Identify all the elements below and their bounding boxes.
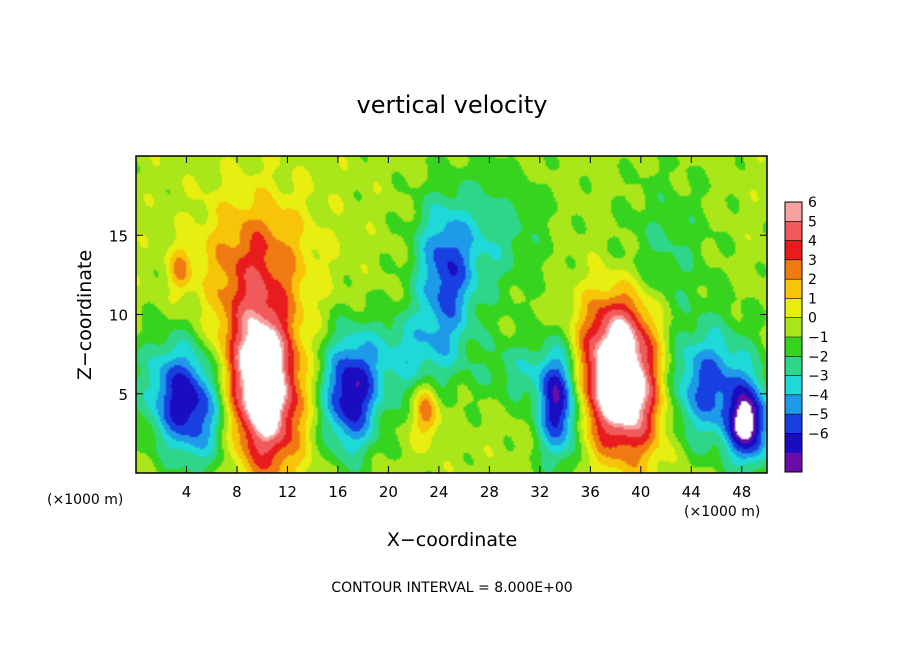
colorbar-swatch — [785, 240, 802, 261]
colorbar-swatch — [785, 279, 802, 299]
x-tick-label: 24 — [429, 483, 448, 501]
colorbar-swatch — [785, 337, 802, 357]
colorbar-label: 3 — [808, 253, 817, 269]
colorbar-swatch — [785, 202, 802, 222]
x-tick-label: 20 — [379, 483, 398, 501]
colorbar-label: 6 — [808, 195, 817, 211]
x-axis-ticks: 4 8 12 16 20 24 28 32 36 40 44 48 — [182, 156, 751, 501]
x-tick-label: 40 — [631, 483, 650, 501]
x-tick-label: 12 — [278, 483, 297, 501]
colorbar-swatch — [785, 452, 802, 473]
colorbar-label: −1 — [808, 330, 829, 346]
y-tick-label: 15 — [109, 227, 128, 245]
x-tick-label: 28 — [480, 483, 499, 501]
colorbar-label: 0 — [808, 311, 817, 327]
x-tick-label: 44 — [682, 483, 701, 501]
x-tick-label: 8 — [232, 483, 242, 501]
chart-title: vertical velocity — [357, 91, 548, 119]
y-axis-label: Z−coordinate — [74, 250, 96, 380]
colorbar-label: −5 — [808, 407, 829, 423]
colorbar-label: 4 — [808, 234, 817, 250]
y-tick-label: 5 — [118, 386, 128, 404]
x-tick-label: 32 — [530, 483, 549, 501]
x-axis-label: X−coordinate — [387, 529, 517, 551]
colorbar-swatch — [785, 414, 802, 434]
colorbar-label: 2 — [808, 272, 817, 288]
colorbar-label: 5 — [808, 214, 817, 230]
contour-interval-note: CONTOUR INTERVAL = 8.000E+00 — [331, 580, 572, 596]
colorbar-label: −2 — [808, 349, 829, 365]
colorbar-swatch — [785, 375, 802, 396]
colorbar-label: −4 — [808, 388, 829, 404]
colorbar-swatch — [785, 394, 802, 415]
x-tick-label: 16 — [328, 483, 347, 501]
x-tick-label: 36 — [581, 483, 600, 501]
colorbar-swatch — [785, 259, 802, 280]
colorbar-swatch — [785, 356, 802, 377]
colorbar-label: −6 — [808, 426, 829, 442]
colorbar: 6 5 4 3 2 1 0 −1 −2 −3 −4 −5 −6 — [784, 195, 829, 473]
x-unit-left: (×1000 m) — [47, 492, 123, 508]
colorbar-swatch — [785, 298, 802, 319]
colorbar-swatch — [785, 317, 802, 338]
colorbar-swatch — [785, 221, 802, 242]
x-tick-label: 48 — [732, 483, 751, 501]
y-tick-label: 10 — [109, 307, 128, 325]
colorbar-label: −3 — [808, 369, 829, 385]
colorbar-label: 1 — [808, 291, 817, 307]
x-unit-right: (×1000 m) — [684, 504, 760, 520]
colorbar-swatch — [785, 433, 802, 454]
y-axis-ticks: 5 10 15 — [109, 227, 767, 404]
velocity-field — [136, 156, 767, 473]
x-tick-label: 4 — [182, 483, 192, 501]
